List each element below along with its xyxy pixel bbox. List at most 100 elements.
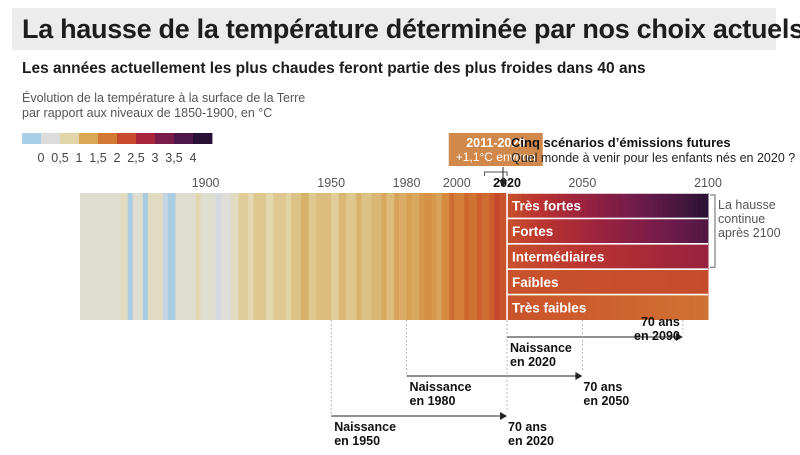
scenario-cell	[567, 294, 573, 320]
x-tick-label: 2000	[443, 176, 471, 190]
historical-stripe	[338, 193, 347, 320]
historical-stripe	[476, 193, 483, 320]
scenario-label: Très faibles	[512, 300, 586, 315]
scenario-cell	[542, 269, 548, 295]
scenario-cell	[527, 294, 533, 320]
historical-stripe	[308, 193, 317, 320]
scenario-cell	[522, 269, 528, 295]
historical-stripe	[436, 193, 443, 320]
page-subtitle: Les années actuellement les plus chaudes…	[22, 60, 646, 77]
scenario-cell	[607, 294, 614, 320]
scenario-cell	[612, 218, 619, 244]
scenario-cell	[552, 218, 558, 244]
scenario-cell	[587, 294, 593, 320]
historical-stripe	[253, 193, 267, 320]
scenario-cell	[612, 193, 619, 219]
scenario-cell	[587, 269, 593, 295]
scenario-cell	[512, 193, 518, 219]
historical-stripe	[346, 193, 357, 320]
scenario-cell	[542, 294, 548, 320]
scenario-cell	[627, 193, 634, 219]
scenarios-header-title: Cinq scénarios d’émissions futures	[511, 135, 731, 150]
scenario-cell	[637, 218, 644, 244]
scenario-cell	[617, 193, 624, 219]
scenario-cell	[577, 218, 583, 244]
scenario-cell	[602, 294, 609, 320]
scenario-cell	[662, 243, 669, 270]
scenario-cell	[572, 218, 578, 244]
legend-caption: Évolution de la température à la surface…	[22, 91, 305, 121]
legend-tick-label: 1	[76, 151, 83, 165]
scenario-cell	[637, 243, 644, 270]
scenario-label: Fortes	[512, 224, 553, 239]
scenario-cell	[552, 243, 558, 270]
lifespan-end-label: en 2050	[583, 394, 629, 408]
scenario-cell	[627, 218, 634, 244]
scenario-cell	[672, 269, 679, 295]
scenario-cell	[512, 243, 518, 270]
legend-swatch	[41, 133, 61, 144]
scenario-cell	[547, 294, 553, 320]
scenario-cell	[532, 294, 538, 320]
scenario-cell	[692, 193, 699, 219]
scenario-cell	[552, 269, 558, 295]
scenario-cell	[587, 218, 593, 244]
scenario-cell	[687, 294, 694, 320]
legend-swatch	[79, 133, 99, 144]
scenario-cell	[692, 269, 699, 295]
historical-stripe	[371, 193, 382, 320]
scenario-cell	[582, 294, 588, 320]
scenario-cell	[547, 269, 553, 295]
historical-stripe	[464, 193, 470, 320]
scenario-cell	[547, 218, 553, 244]
scenario-cell	[622, 269, 629, 295]
scenario-cell	[637, 269, 644, 295]
scenario-cell	[532, 269, 538, 295]
scenario-cell	[657, 269, 664, 295]
historical-stripe	[449, 193, 455, 320]
scenario-cell	[682, 294, 689, 320]
historical-stripe	[361, 193, 372, 320]
scenario-cell	[682, 269, 689, 295]
scenario-cell	[587, 243, 593, 270]
scenario-cell	[507, 243, 513, 270]
scenario-cell	[682, 193, 689, 219]
historical-stripe	[120, 193, 129, 320]
scenario-cell	[507, 193, 513, 219]
x-tick-label: 1980	[393, 176, 421, 190]
historical-stripe	[175, 193, 196, 320]
scenario-cell	[637, 193, 644, 219]
scenario-cell	[592, 269, 598, 295]
legend-swatch	[98, 133, 118, 144]
scenario-cell	[622, 193, 629, 219]
scenario-cell	[702, 269, 709, 295]
scenario-cell	[687, 243, 694, 270]
scenario-cell	[702, 193, 709, 219]
scenario-cell	[567, 243, 573, 270]
scenario-cell	[607, 218, 614, 244]
scenario-cell	[592, 218, 598, 244]
scenario-cell	[602, 218, 609, 244]
scenario-cell	[677, 193, 684, 219]
scenario-cell	[617, 269, 624, 295]
historical-stripe	[147, 193, 164, 320]
historical-stripe	[454, 193, 465, 320]
lifespan-birth-label: en 1980	[410, 394, 456, 408]
page-title: La hausse de la température déterminée p…	[22, 14, 800, 44]
scenario-cell	[602, 269, 609, 295]
scenario-cell	[582, 193, 588, 219]
scenario-cell	[607, 269, 614, 295]
scenario-cell	[697, 269, 704, 295]
scenario-cell	[667, 294, 674, 320]
scenario-cell	[647, 193, 654, 219]
scenario-cell	[527, 218, 533, 244]
legend-tick-label: 0,5	[51, 151, 68, 165]
scenario-cell	[577, 193, 583, 219]
scenario-cell	[537, 243, 543, 270]
scenarios-header-question: Quel monde à venir pour les enfants nés …	[511, 151, 795, 165]
legend-swatch	[136, 133, 156, 144]
scenario-cell	[527, 269, 533, 295]
historical-stripe	[265, 193, 274, 320]
scenario-cell	[627, 294, 634, 320]
